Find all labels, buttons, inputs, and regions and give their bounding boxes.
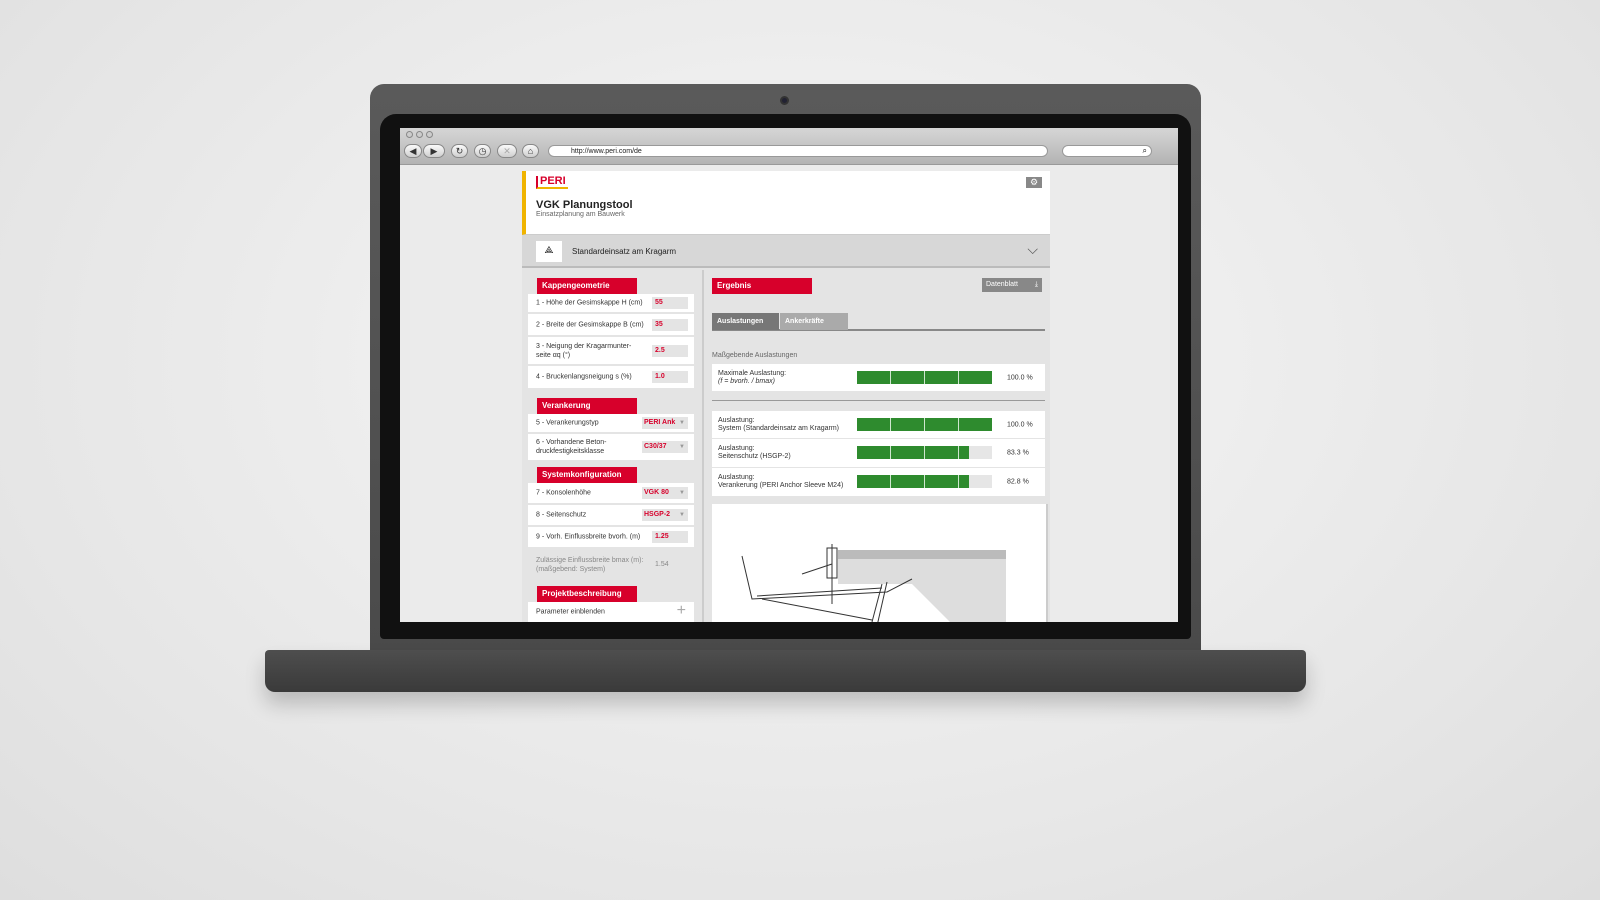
height-input[interactable]: 55	[652, 297, 688, 309]
dropdown-arrow-icon: ▼	[679, 420, 685, 426]
input-panel: Kappengeometrie 1 - Höhe der Gesimskappe…	[528, 270, 694, 622]
permissible-width-row: Zulässige Einflussbreite bmax (m): (maßg…	[528, 551, 694, 579]
progress-bar	[857, 475, 992, 488]
divider	[712, 400, 1045, 401]
window-zoom-button[interactable]	[426, 131, 433, 138]
influence-width-input[interactable]: 1.25	[652, 531, 688, 543]
side-protection-select[interactable]: HSGP-2 ▼	[642, 509, 688, 521]
window-minimize-button[interactable]	[416, 131, 423, 138]
console-height-select[interactable]: VGK 80 ▼	[642, 487, 688, 499]
progress-fill	[857, 418, 992, 431]
window-close-button[interactable]	[406, 131, 413, 138]
section-verankerung: Verankerung	[537, 398, 637, 414]
stop-button[interactable]: ✕	[497, 144, 517, 158]
dropdown-arrow-icon: ▼	[679, 490, 685, 496]
url-bar[interactable]: http://www.peri.com/de	[548, 145, 1048, 157]
chevron-down-icon[interactable]: ⌵	[1027, 241, 1038, 257]
scenario-label: Standardeinsatz am Kragarm	[572, 247, 677, 256]
system-drawing	[712, 504, 1048, 622]
section-projektbeschreibung: Projektbeschreibung	[537, 586, 637, 602]
input-row: 9 - Vorh. Einflussbreite bvorh. (m) 1.25	[528, 527, 694, 547]
laptop-base	[265, 650, 1306, 692]
tab-underline	[712, 329, 1045, 331]
datasheet-button[interactable]: Datenblatt ⤓	[982, 278, 1042, 292]
plus-icon[interactable]: +	[676, 602, 686, 619]
input-row: 8 - Seitenschutz HSGP-2 ▼	[528, 505, 694, 525]
scenario-thumbnail: ⟁	[536, 241, 562, 262]
utilization-row: Auslastung: Verankerung (PERI Anchor Slee…	[712, 468, 1045, 496]
max-utilization-row: Maximale Auslastung: (f = bvorh. / bmax) 1…	[712, 364, 1045, 391]
section-kappengeometrie: Kappengeometrie	[537, 278, 637, 294]
progress-bar	[857, 371, 992, 384]
peri-logo: PERI	[536, 176, 568, 189]
page-title: VGK Planungstool	[536, 199, 633, 211]
tab-ankerkraefte[interactable]: Ankerkräfte	[780, 313, 848, 330]
search-icon: ⌕	[1142, 146, 1147, 155]
input-row: 1 - Höhe der Gesimskappe H (cm) 55	[528, 294, 694, 312]
anchor-type-select[interactable]: PERI Ank ▼	[642, 417, 688, 429]
progress-bar	[857, 446, 992, 459]
page-subtitle: Einsatzplanung am Bauwerk	[536, 211, 625, 218]
forward-button[interactable]: ▶	[423, 144, 445, 158]
progress-bar	[857, 418, 992, 431]
section-systemkonfiguration: Systemkonfiguration	[537, 467, 637, 483]
dropdown-arrow-icon: ▼	[679, 512, 685, 518]
browser-toolbar: ◀ ▶ ↻ ◷ ✕ ⌂ http://www.peri.com/de ⌕	[400, 128, 1178, 165]
screen: ◀ ▶ ↻ ◷ ✕ ⌂ http://www.peri.com/de ⌕ PER…	[400, 128, 1178, 622]
home-button[interactable]: ⌂	[522, 144, 539, 158]
input-row: 6 - Vorhandene Beton- druckfestigkeitskl…	[528, 434, 694, 460]
input-row: 3 - Neigung der Kragarmunter- seite αq (…	[528, 337, 694, 364]
utilization-row: Auslastung: Seitenschutz (HSGP-2) 83.3 %	[712, 439, 1045, 467]
section-heading: Maßgebende Auslastungen	[712, 352, 798, 359]
history-button[interactable]: ◷	[474, 144, 491, 158]
scenario-selector[interactable]: ⟁ Standardeinsatz am Kragarm ⌵	[522, 235, 1050, 268]
reload-button[interactable]: ↻	[451, 144, 468, 158]
progress-fill	[857, 446, 970, 459]
app-panel: PERI VGK Planungstool Einsatzplanung am …	[522, 171, 1050, 622]
slope-input[interactable]: 2.5	[652, 344, 688, 357]
width-input[interactable]: 35	[652, 318, 688, 331]
tab-auslastungen[interactable]: Auslastungen	[712, 313, 779, 330]
progress-fill	[857, 371, 992, 384]
section-ergebnis: Ergebnis	[712, 278, 812, 294]
input-row: 4 - Bruckenlangsneigung s (%) 1.0	[528, 366, 694, 388]
show-parameters-row[interactable]: Parameter einblenden +	[528, 602, 694, 622]
download-icon: ⤓	[1034, 281, 1038, 288]
back-button[interactable]: ◀	[404, 144, 422, 158]
input-row: 7 - Konsolenhöhe VGK 80 ▼	[528, 483, 694, 503]
input-row: 2 - Breite der Gesimskappe B (cm) 35	[528, 314, 694, 335]
progress-fill	[857, 475, 969, 488]
dropdown-arrow-icon: ▼	[679, 444, 685, 450]
webcam	[780, 96, 789, 105]
utilization-row: Auslastung: System (Standardeinsatz am Kr…	[712, 411, 1045, 438]
result-panel: Ergebnis Datenblatt ⤓ Auslastungen Ankerk…	[702, 270, 1050, 622]
search-input[interactable]: ⌕	[1062, 145, 1152, 157]
concrete-class-select[interactable]: C30/37 ▼	[642, 441, 688, 453]
app-header: PERI VGK Planungstool Einsatzplanung am …	[522, 171, 1050, 235]
longitudinal-slope-input[interactable]: 1.0	[652, 371, 688, 383]
input-row: 5 - Verankerungstyp PERI Ank ▼	[528, 414, 694, 432]
formwork-drawing	[741, 544, 1006, 622]
gear-icon[interactable]: ⚙	[1026, 177, 1042, 188]
